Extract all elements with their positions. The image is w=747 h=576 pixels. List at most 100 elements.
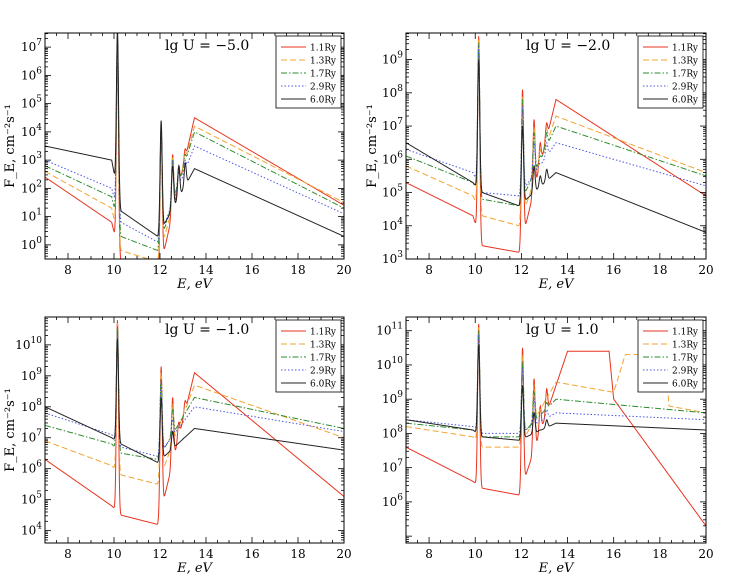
y-tick-label: 107	[382, 117, 403, 133]
x-tick-label: 14	[560, 547, 576, 561]
x-tick-label: 8	[64, 547, 72, 561]
series-line-1.3Ry	[45, 323, 344, 485]
x-tick-label: 16	[606, 547, 621, 561]
x-tick-label: 20	[698, 263, 713, 277]
x-tick-label: 16	[244, 547, 259, 561]
x-tick-label: 12	[152, 263, 167, 277]
chart-panel-2: 8 10 12 14 16 18 20 103 104 105 106 107 108 109 E, eV F…	[365, 32, 714, 292]
y-tick-label: 107	[382, 459, 403, 475]
y-tick-label: 1010	[15, 336, 42, 352]
y-tick-label: 106	[382, 150, 403, 166]
series-line-1.7Ry	[406, 330, 706, 438]
y-axis-label: F_E, cm⁻²s⁻¹	[365, 104, 380, 188]
x-tick-label: 10	[106, 263, 121, 277]
y-tick-label: 107	[21, 38, 42, 54]
y-tick-label: 108	[382, 424, 403, 440]
legend-label: 1.3Ry	[310, 57, 337, 67]
legend-label: 1.3Ry	[310, 341, 337, 351]
legend-label: 1.7Ry	[672, 70, 699, 80]
legend-label: 1.1Ry	[310, 328, 337, 338]
y-tick-label: 101	[21, 208, 42, 224]
y-tick-label: 105	[382, 184, 403, 200]
x-tick-label: 12	[514, 547, 529, 561]
legend-label: 2.9Ry	[672, 367, 699, 377]
x-axis-label: E, eV	[176, 277, 213, 292]
y-tick-label: 109	[382, 390, 403, 406]
legend-label: 1.7Ry	[310, 70, 337, 80]
series-line-6.0Ry	[406, 59, 706, 233]
legend-label: 2.9Ry	[310, 367, 337, 377]
legend: 1.1Ry 1.3Ry 1.7Ry 2.9Ry 6.0Ry	[275, 319, 342, 393]
y-tick-label: 1010	[376, 356, 403, 372]
y-tick-label: 109	[382, 51, 403, 67]
y-tick-label: 106	[21, 460, 42, 476]
y-tick-label: 107	[21, 429, 42, 445]
legend-label: 6.0Ry	[672, 96, 699, 106]
legend: 1.1Ry 1.3Ry 1.7Ry 2.9Ry 6.0Ry	[275, 35, 342, 109]
y-tick-label: 102	[21, 179, 42, 195]
y-tick-label: 106	[382, 493, 403, 509]
legend-label: 2.9Ry	[310, 83, 337, 93]
legend-label: 1.7Ry	[310, 354, 337, 364]
series-line-6.0Ry	[406, 344, 706, 441]
series-line-1.1Ry	[406, 36, 706, 253]
series-line-6.0Ry	[45, 33, 344, 237]
x-tick-label: 18	[652, 547, 667, 561]
x-axis-label: E, eV	[538, 561, 575, 576]
x-tick-label: 10	[468, 547, 483, 561]
y-tick-label: 100	[21, 236, 42, 252]
y-tick-label: 105	[21, 491, 42, 507]
series-line-1.1Ry	[406, 323, 706, 527]
panel-title: lg U = −1.0	[165, 322, 249, 338]
y-tick-label: 103	[382, 250, 403, 266]
y-tick-label: 104	[382, 217, 403, 233]
y-tick-label: 103	[21, 151, 42, 167]
series-line-1.7Ry	[406, 42, 706, 207]
y-tick-label: 106	[21, 66, 42, 82]
x-tick-label: 18	[652, 263, 667, 277]
series-line-1.1Ry	[45, 320, 344, 525]
y-tick-label: 104	[21, 123, 42, 139]
y-tick-label: 1011	[376, 322, 403, 338]
legend-label: 1.1Ry	[672, 328, 699, 338]
series-line-6.0Ry	[45, 338, 344, 463]
series-line-2.9Ry	[45, 35, 344, 243]
x-tick-label: 8	[64, 263, 72, 277]
chart-panel-1: 8 10 12 14 16 18 20 100 101 102 103 104 105 106 107 E, …	[3, 32, 352, 292]
y-tick-label: 105	[21, 95, 42, 111]
series-line-1.7Ry	[45, 326, 344, 460]
y-axis-label: F_E, cm⁻²s⁻¹	[3, 388, 18, 472]
x-axis-label: E, eV	[176, 561, 213, 576]
legend-label: 6.0Ry	[672, 380, 699, 390]
x-tick-label: 10	[106, 547, 121, 561]
legend: 1.1Ry 1.3Ry 1.7Ry 2.9Ry 6.0Ry	[637, 35, 704, 109]
legend-label: 2.9Ry	[672, 83, 699, 93]
legend-label: 1.3Ry	[672, 341, 699, 351]
legend-label: 6.0Ry	[310, 96, 337, 106]
legend-label: 1.7Ry	[672, 354, 699, 364]
x-tick-label: 12	[152, 547, 167, 561]
legend: 1.1Ry 1.3Ry 1.7Ry 2.9Ry 6.0Ry	[637, 319, 704, 393]
x-tick-label: 12	[514, 263, 529, 277]
series-line-1.1Ry	[45, 47, 344, 259]
y-tick-label: 109	[21, 367, 42, 383]
panel-title: lg U = −2.0	[526, 38, 610, 54]
x-tick-label: 10	[468, 263, 483, 277]
x-tick-label: 14	[560, 263, 576, 277]
series-line-1.3Ry	[406, 39, 706, 227]
chart-panel-4: 8 10 12 14 16 18 20 106 107 108 109 1010 1011 E, eV lg…	[376, 316, 714, 576]
x-tick-label: 20	[698, 547, 713, 561]
series-line-1.7Ry	[45, 38, 344, 251]
x-axis-label: E, eV	[538, 277, 575, 292]
y-axis-label: F_E, cm⁻²s⁻¹	[3, 104, 18, 188]
legend-label: 6.0Ry	[310, 380, 337, 390]
x-tick-label: 14	[198, 263, 214, 277]
legend-label: 1.3Ry	[672, 57, 699, 67]
panel-title: lg U = 1.0	[526, 322, 599, 338]
series-line-1.3Ry	[45, 41, 344, 259]
chart-panel-3: 8 10 12 14 16 18 20 104 105 106 107 108 109 1010 E, eV…	[3, 316, 352, 576]
x-tick-label: 14	[198, 547, 214, 561]
x-tick-label: 18	[290, 263, 305, 277]
legend-label: 1.1Ry	[310, 44, 337, 54]
